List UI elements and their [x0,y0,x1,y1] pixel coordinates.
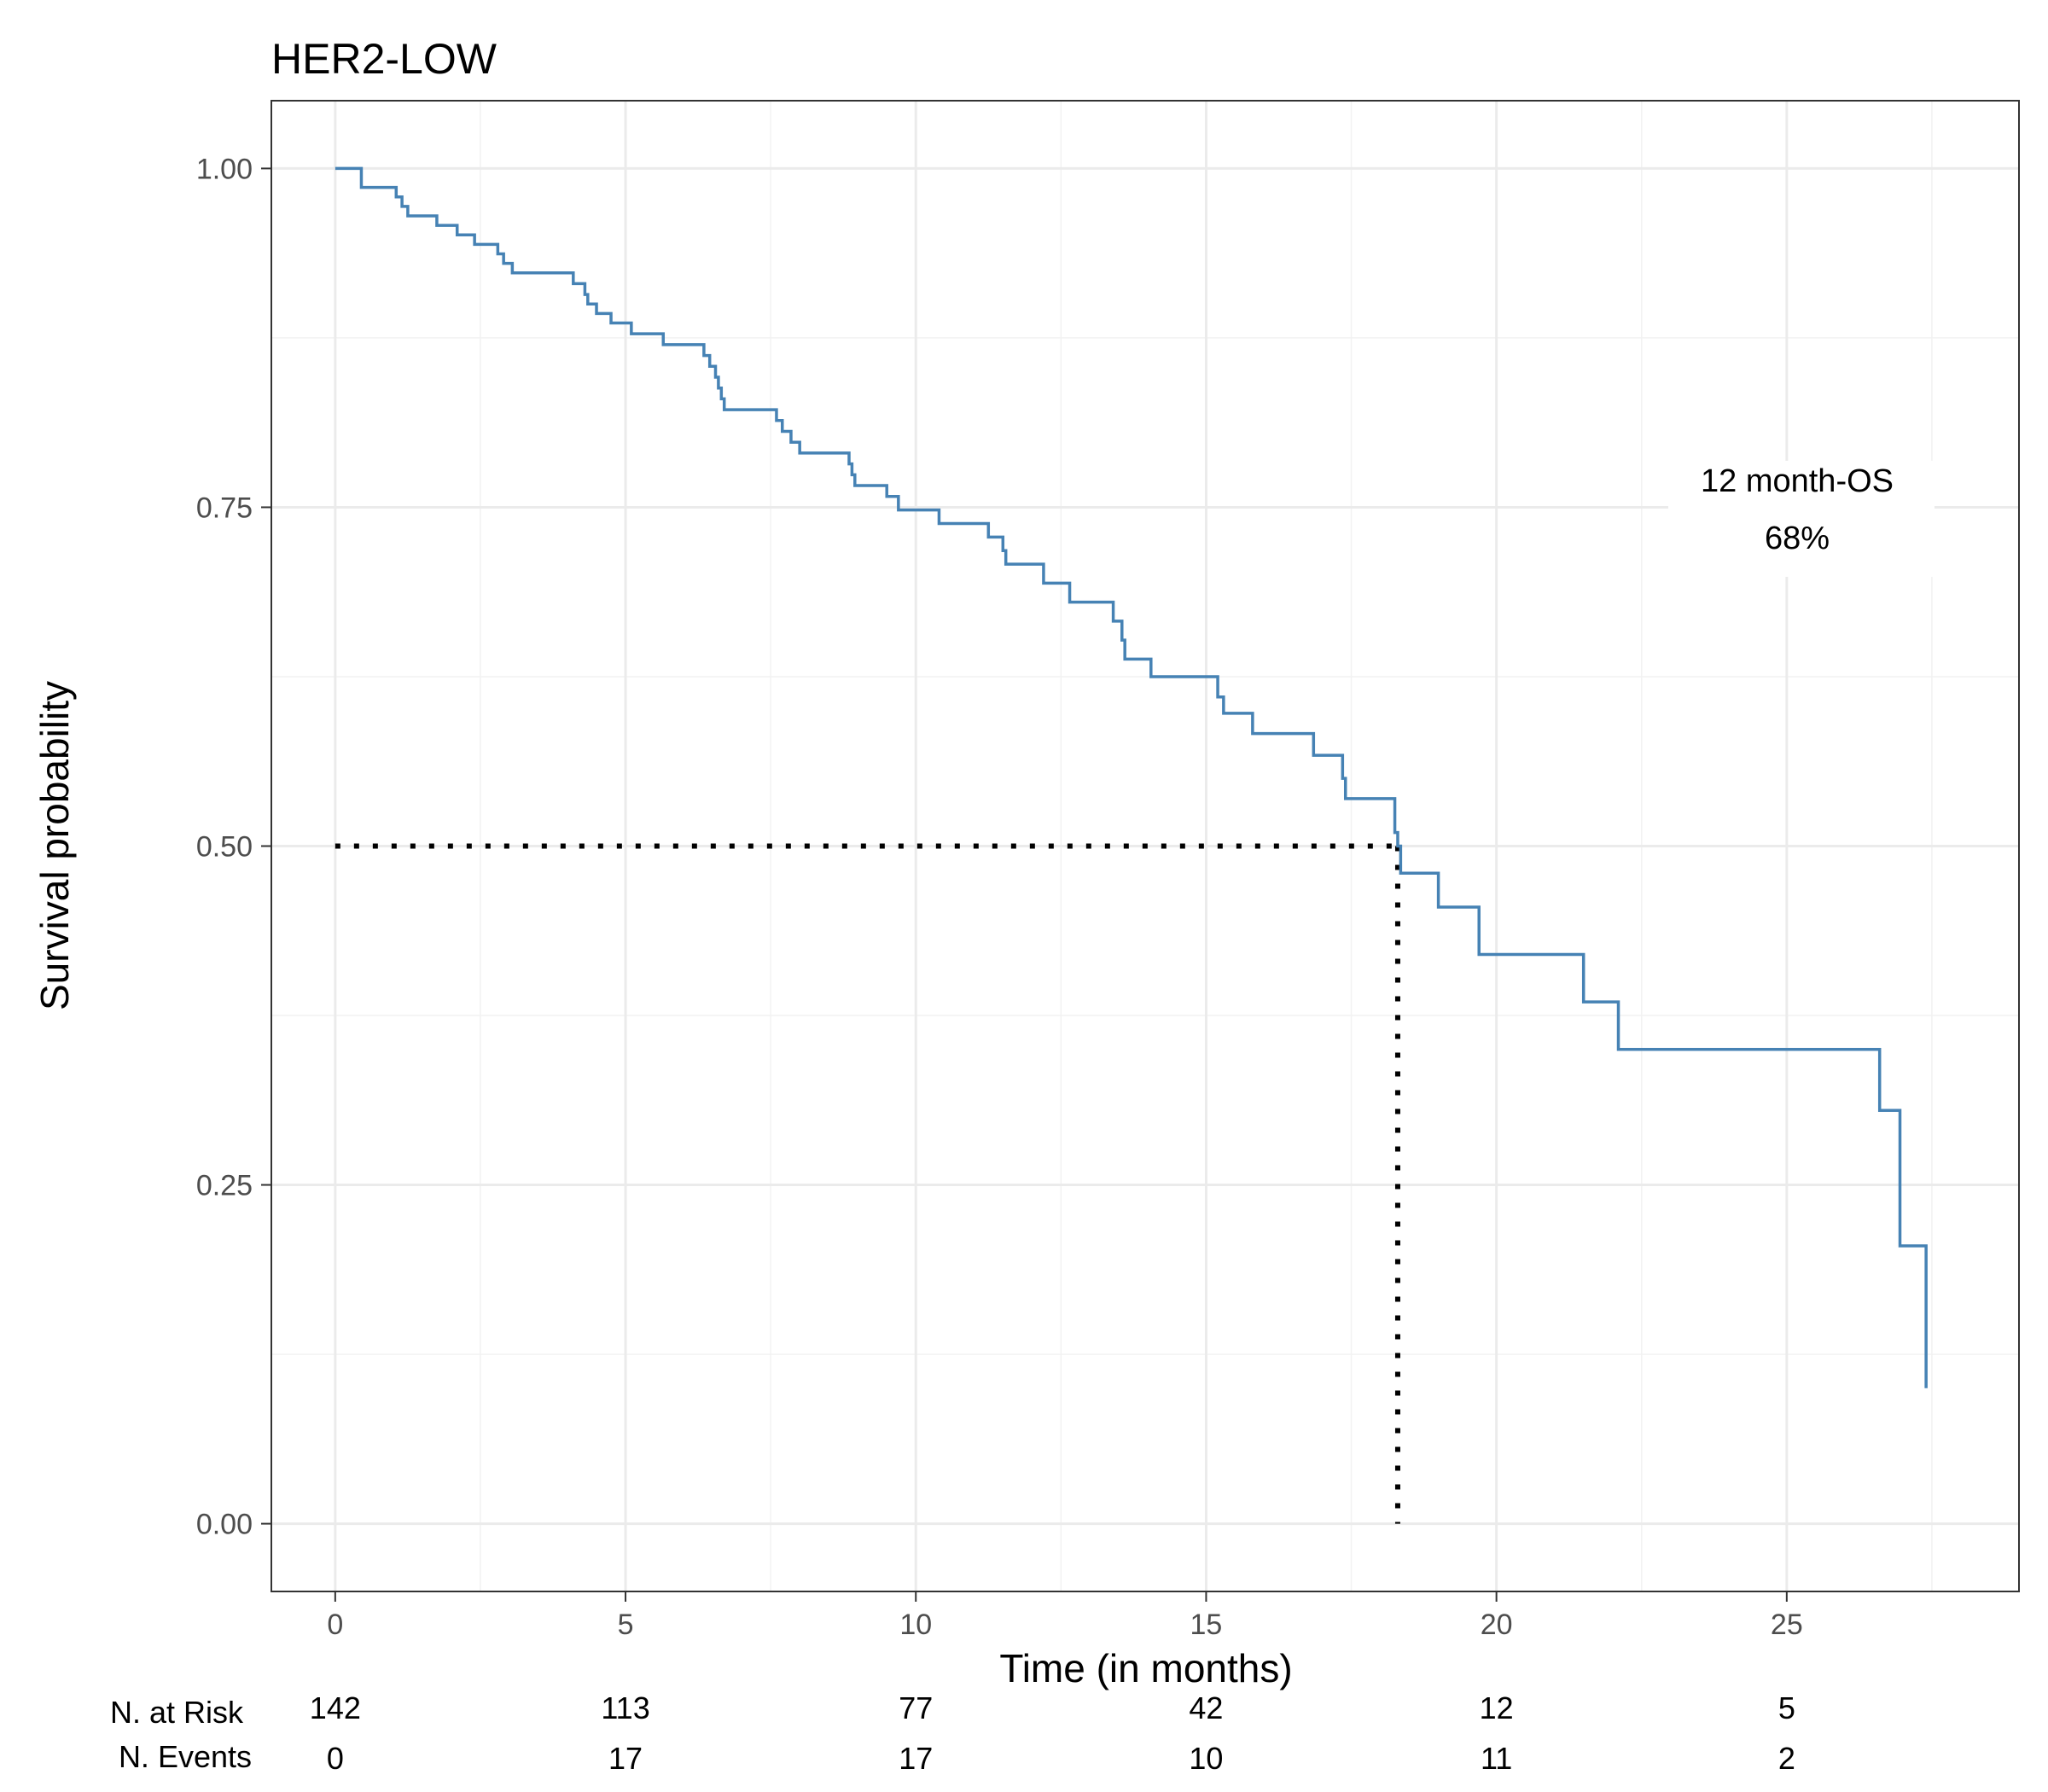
at-risk-value: 12 [1480,1690,1514,1725]
events-value: 2 [1778,1741,1795,1776]
at-risk-row-label: N. at Risk [110,1695,244,1730]
at-risk-value: 142 [310,1690,361,1725]
x-tick-label: 15 [1190,1609,1223,1641]
events-row-label: N. Events [119,1739,252,1774]
x-tick-label: 10 [899,1609,932,1641]
chart-title: HER2-LOW [271,35,497,83]
x-tick-label: 25 [1771,1609,1803,1641]
x-tick-label: 5 [618,1609,634,1641]
y-tick-label: 0.25 [196,1170,253,1202]
events-value: 10 [1189,1741,1223,1776]
x-axis-ticks: 0 5 10 15 20 25 [327,1591,1803,1641]
at-risk-value: 113 [601,1690,649,1725]
y-tick-label: 0.00 [196,1509,253,1541]
y-tick-label: 0.50 [196,831,253,864]
median-survival-lines [335,843,1400,1524]
survival-curve [335,166,1928,1388]
events-value: 0 [327,1741,344,1776]
x-tick-label: 20 [1481,1609,1513,1641]
events-value: 11 [1481,1741,1512,1776]
y-tick-label: 1.00 [196,153,253,185]
at-risk-value: 42 [1189,1690,1223,1725]
at-risk-value: 5 [1778,1690,1795,1725]
os-annotation-label: 12 month-OS [1701,463,1894,499]
events-value: 17 [608,1741,643,1776]
annotation-box [1668,461,1935,577]
risk-table: 142 0 113 17 77 17 42 10 12 11 5 2 [310,1690,1795,1776]
survival-step-line [335,166,1928,1388]
y-axis-ticks: 0.00 0.25 0.50 0.75 1.00 [196,153,271,1541]
y-axis-label: Survival probability [32,681,77,1010]
x-tick-label: 0 [327,1609,343,1641]
at-risk-value: 77 [899,1690,933,1725]
events-value: 17 [899,1741,933,1776]
x-axis-label: Time (in months) [999,1646,1292,1690]
os-annotation-value: 68% [1765,521,1830,556]
y-tick-label: 0.75 [196,492,253,524]
